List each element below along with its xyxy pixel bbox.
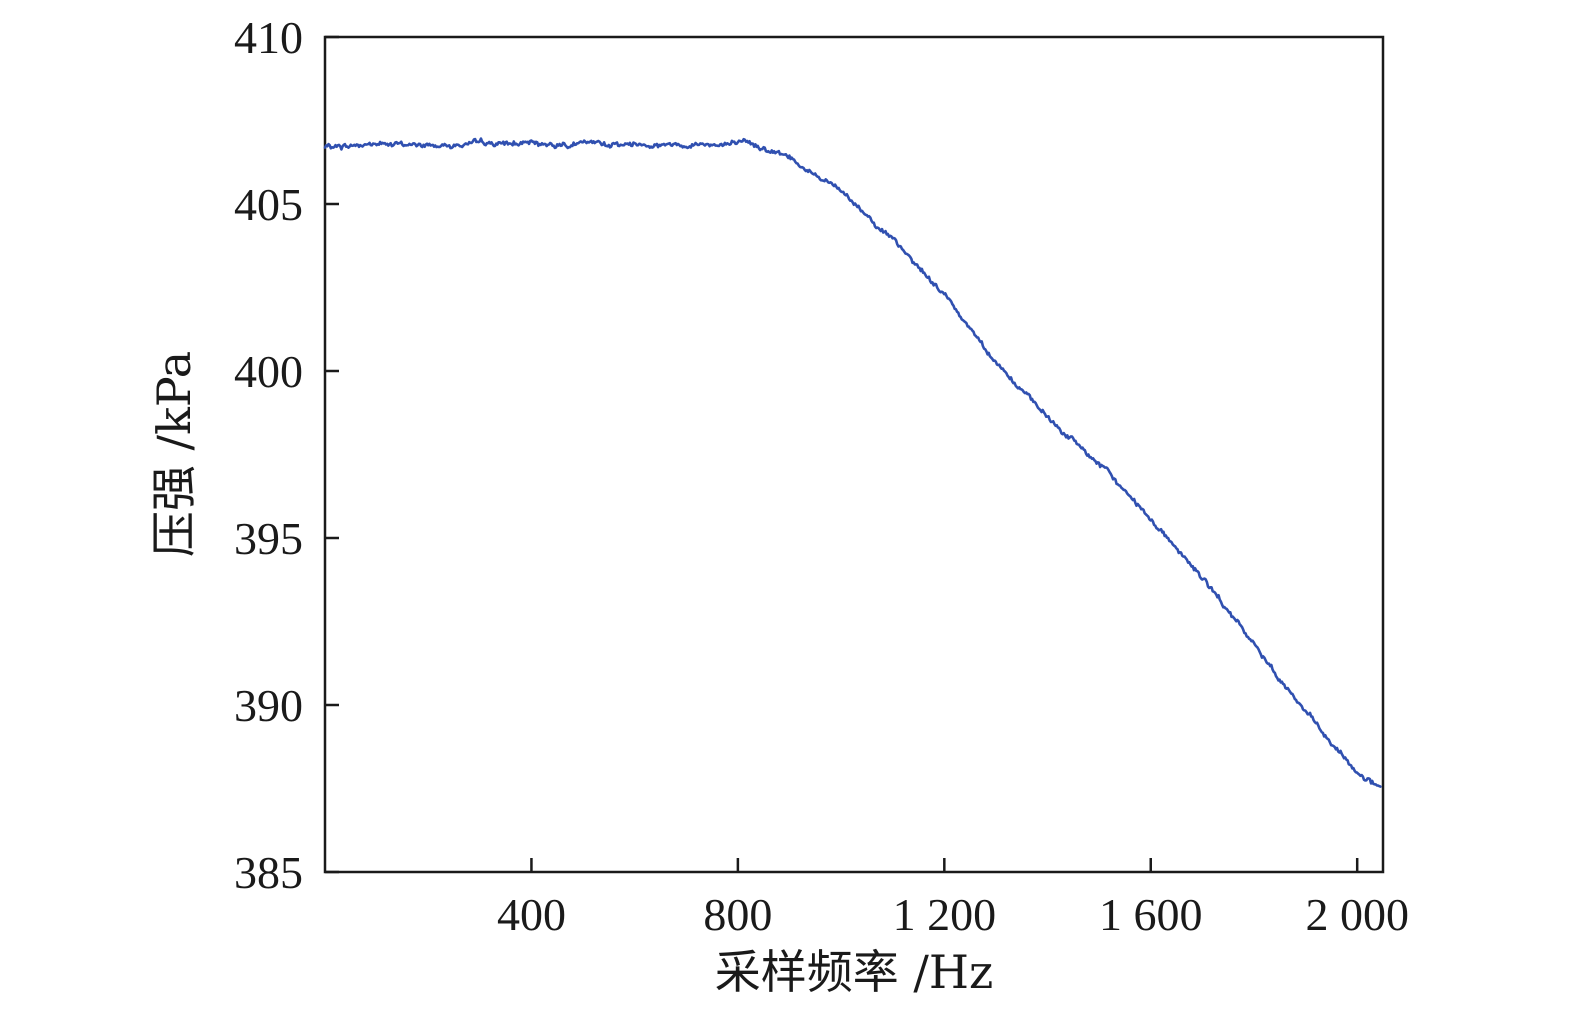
x-tick-label: 800 [703, 889, 772, 940]
x-tick-label: 2 000 [1305, 889, 1409, 940]
y-tick-label: 410 [234, 12, 303, 63]
x-axis-label: 采样频率 /Hz [715, 945, 993, 999]
y-tick-label: 385 [234, 847, 303, 898]
y-axis-label: 压强 /kPa [147, 351, 201, 557]
x-tick-label: 1 200 [893, 889, 997, 940]
series-line [323, 137, 1382, 788]
y-tick-label: 395 [234, 513, 303, 564]
y-tick-label: 405 [234, 179, 303, 230]
y-axis: 385 390 395 400 405 410 [234, 12, 339, 898]
x-tick-label: 400 [497, 889, 566, 940]
x-tick-label: 1 600 [1099, 889, 1203, 940]
plot-area [323, 35, 1385, 874]
y-tick-label: 400 [234, 346, 303, 397]
x-axis: 400 800 1 200 1 600 2 000 [497, 858, 1409, 940]
y-tick-label: 390 [234, 680, 303, 731]
series-layer [323, 137, 1382, 788]
plot-frame [323, 35, 1385, 874]
